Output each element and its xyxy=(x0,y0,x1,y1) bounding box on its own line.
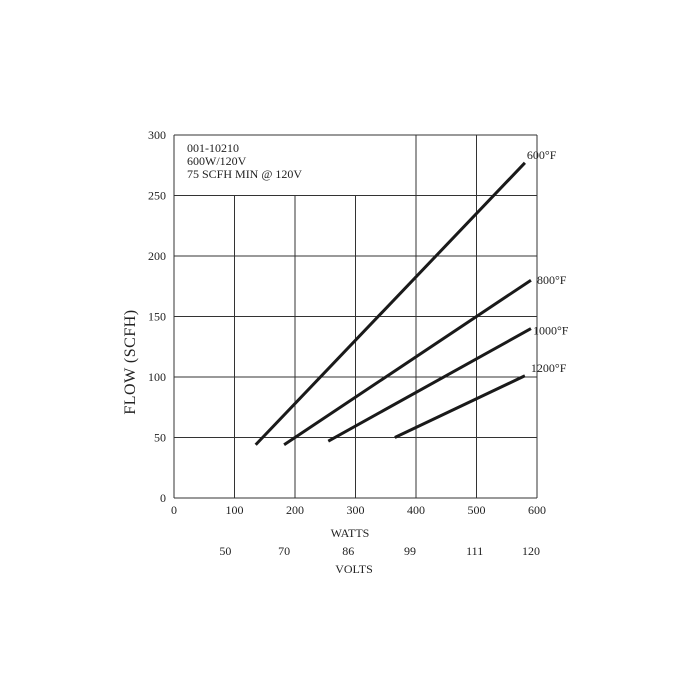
series-lines xyxy=(254,161,532,447)
y-tick-label: 200 xyxy=(148,249,166,263)
x-tick-label: 300 xyxy=(347,503,365,517)
volt-tick-label: 50 xyxy=(219,544,231,558)
x-axis-title-watts: WATTS xyxy=(331,526,370,540)
series-line-1 xyxy=(283,278,532,447)
series-label-1: 800°F xyxy=(537,273,567,287)
x-tick-label: 0 xyxy=(171,503,177,517)
volt-tick-label: 70 xyxy=(278,544,290,558)
tick-labels: 0 50 100 150 200 250 300 0 100 200 300 400 500 600 50 7… xyxy=(148,128,546,558)
x-tick-label: 600 xyxy=(528,503,546,517)
series-labels: 600°F 800°F 1000°F 1200°F xyxy=(527,148,569,375)
y-tick-label: 150 xyxy=(148,310,166,324)
x-tick-label: 400 xyxy=(407,503,425,517)
y-tick-label: 250 xyxy=(148,189,166,203)
series-line-3 xyxy=(394,374,526,439)
legend-line-0: 001-10210 xyxy=(187,141,239,155)
volt-tick-label: 111 xyxy=(466,544,483,558)
volt-tick-label: 86 xyxy=(342,544,354,558)
y-tick-label: 100 xyxy=(148,370,166,384)
legend-line-1: 600W/120V xyxy=(187,154,247,168)
y-axis-title: FLOW (SCFH) xyxy=(122,309,139,414)
y-tick-label: 300 xyxy=(148,128,166,142)
series-label-0: 600°F xyxy=(527,148,557,162)
x-tick-label: 200 xyxy=(286,503,304,517)
x-tick-label: 100 xyxy=(226,503,244,517)
volt-tick-label: 99 xyxy=(404,544,416,558)
x-tick-label: 500 xyxy=(468,503,486,517)
grid xyxy=(173,134,538,499)
legend-line-2: 75 SCFH MIN @ 120V xyxy=(187,167,302,181)
series-line-2 xyxy=(327,327,532,443)
series-line-0 xyxy=(254,161,526,446)
y-tick-label: 50 xyxy=(154,431,166,445)
series-label-2: 1000°F xyxy=(533,324,569,338)
x-axis-title-volts: VOLTS xyxy=(335,562,373,576)
y-tick-label: 0 xyxy=(160,491,166,505)
volt-tick-label: 120 xyxy=(522,544,540,558)
series-label-3: 1200°F xyxy=(531,361,567,375)
